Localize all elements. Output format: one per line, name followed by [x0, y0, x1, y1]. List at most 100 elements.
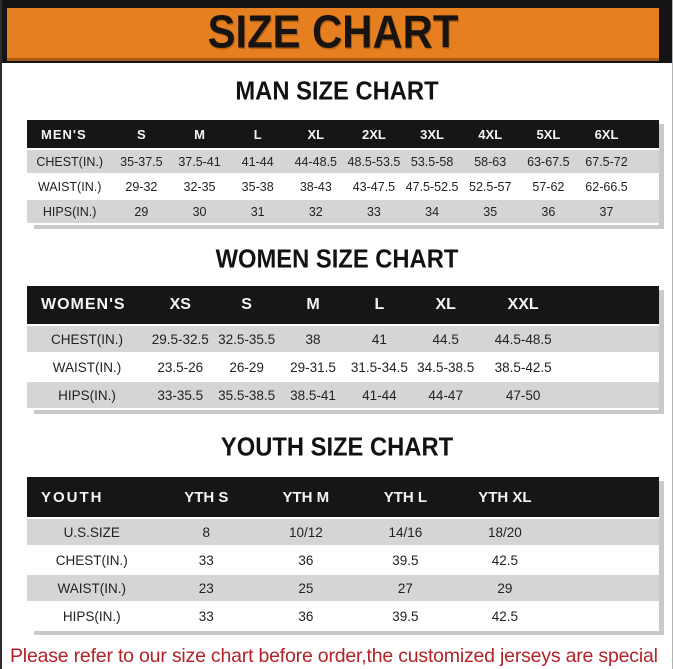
- table-header-label: WOMEN'S: [27, 286, 148, 324]
- row-label: WAIST(IN.): [27, 354, 148, 380]
- column-header: L: [228, 120, 287, 148]
- row-filler-cell: [554, 575, 659, 601]
- column-header: XL: [412, 286, 479, 324]
- footer-note: Please refer to our size chart before or…: [10, 643, 666, 669]
- table-header-row: WOMEN'S XS S M L XL XXL: [27, 286, 659, 324]
- section-women: WOMEN SIZE CHART WOMEN'S XS S M L XL XXL CHEST(…: [2, 244, 672, 410]
- women-size-table: WOMEN'S XS S M L XL XXL CHEST(IN.) 29.5-32.5 32.5…: [27, 284, 659, 410]
- size-value-cell: 43-47.5: [344, 175, 404, 198]
- size-value-cell: 63-67.5: [519, 150, 578, 173]
- row-label: WAIST(IN.): [27, 575, 157, 601]
- size-value-cell: 23.5-26: [147, 354, 214, 380]
- size-value-cell: 32-35: [170, 175, 229, 198]
- men-size-table-shell: MEN'S S M L XL 2XL 3XL 4XL 5XL 6XL CHEST(IN.) 35-37…: [27, 118, 659, 225]
- column-header: S: [213, 286, 280, 324]
- women-size-table-shell: WOMEN'S XS S M L XL XXL CHEST(IN.) 29.5-32.5 32.5…: [27, 284, 659, 410]
- size-value-cell: 36: [256, 603, 356, 629]
- column-header: YTH XL: [455, 477, 555, 517]
- row-label: WAIST(IN.): [27, 175, 113, 198]
- table-row: WAIST(IN.) 23.5-26 26-29 29-31.5 31.5-34.5 34…: [27, 354, 659, 380]
- size-value-cell: 38.5-41: [279, 382, 347, 408]
- size-value-cell: 33: [156, 603, 257, 629]
- column-header: XS: [147, 286, 214, 324]
- table-header-row: MEN'S S M L XL 2XL 3XL 4XL 5XL 6XL: [27, 120, 659, 148]
- column-header: YTH S: [156, 477, 257, 517]
- table-row: WAIST(IN.) 23 25 27 29: [27, 575, 659, 601]
- size-value-cell: 57-62: [519, 175, 578, 198]
- column-header: 4XL: [461, 120, 520, 148]
- table-row: U.S.SIZE 8 10/12 14/16 18/20: [27, 519, 659, 545]
- row-filler-cell: [554, 519, 659, 545]
- size-value-cell: 29: [455, 575, 555, 601]
- banner-title: SIZE CHART: [207, 6, 459, 59]
- column-header: YTH L: [355, 477, 456, 517]
- table-row: HIPS(IN.) 29 30 31 32 33 34 35 36 37: [27, 200, 659, 223]
- size-value-cell: 44-48.5: [286, 150, 345, 173]
- size-value-cell: 41: [346, 326, 413, 352]
- size-value-cell: 29-32: [112, 175, 171, 198]
- row-filler-cell: [635, 175, 659, 198]
- size-value-cell: 62-66.5: [577, 175, 636, 198]
- table-header-label: YOUTH: [27, 477, 157, 517]
- table-header-row: YOUTH YTH S YTH M YTH L YTH XL: [27, 477, 659, 517]
- row-filler-cell: [635, 200, 659, 223]
- size-value-cell: 37: [577, 200, 636, 223]
- table-row: CHEST(IN.) 33 36 39.5 42.5: [27, 547, 659, 573]
- size-value-cell: 42.5: [455, 547, 555, 573]
- size-value-cell: 44.5-48.5: [478, 326, 568, 352]
- column-header: 6XL: [577, 120, 636, 148]
- row-label: HIPS(IN.): [27, 382, 148, 408]
- section-youth: YOUTH SIZE CHART YOUTH YTH S YTH M YTH L YTH…: [2, 432, 672, 631]
- size-value-cell: 58-63: [461, 150, 520, 173]
- row-label: HIPS(IN.): [27, 603, 157, 629]
- table-row: HIPS(IN.) 33-35.5 35.5-38.5 38.5-41 41-44 44-…: [27, 382, 659, 408]
- banner-background: SIZE CHART: [7, 6, 659, 61]
- size-value-cell: 18/20: [455, 519, 555, 545]
- section-men: MAN SIZE CHART MEN'S S M L XL 2XL 3XL 4XL 5XL 6XL…: [2, 76, 672, 225]
- row-label: HIPS(IN.): [27, 200, 113, 223]
- size-value-cell: 26-29: [213, 354, 280, 380]
- row-filler-cell: [567, 326, 659, 352]
- row-label: CHEST(IN.): [27, 547, 157, 573]
- size-value-cell: 38: [279, 326, 347, 352]
- size-value-cell: 41-44: [228, 150, 287, 173]
- column-header: 2XL: [344, 120, 404, 148]
- youth-size-table: YOUTH YTH S YTH M YTH L YTH XL U.S.SIZE 8 10/12…: [27, 475, 659, 631]
- size-value-cell: 42.5: [455, 603, 555, 629]
- size-value-cell: 36: [519, 200, 578, 223]
- size-value-cell: 8: [156, 519, 257, 545]
- size-value-cell: 67.5-72: [577, 150, 636, 173]
- size-value-cell: 35-38: [228, 175, 287, 198]
- size-value-cell: 38.5-42.5: [478, 354, 568, 380]
- size-value-cell: 29.5-32.5: [147, 326, 214, 352]
- size-value-cell: 53.5-58: [403, 150, 462, 173]
- column-header-filler: [554, 477, 659, 517]
- size-value-cell: 35: [461, 200, 520, 223]
- row-label: CHEST(IN.): [27, 326, 148, 352]
- column-header-filler: [635, 120, 659, 148]
- size-value-cell: 10/12: [256, 519, 356, 545]
- section-heading-men: MAN SIZE CHART: [235, 76, 439, 106]
- size-value-cell: 32: [286, 200, 345, 223]
- table-row: WAIST(IN.) 29-32 32-35 35-38 38-43 43-47.5 47.…: [27, 175, 659, 198]
- row-filler-cell: [635, 150, 659, 173]
- footer-note-line1: Please refer to our size chart before or…: [10, 645, 658, 667]
- table-row: CHEST(IN.) 29.5-32.5 32.5-35.5 38 41 44.5 44.5…: [27, 326, 659, 352]
- size-value-cell: 30: [170, 200, 229, 223]
- section-heading-youth: YOUTH SIZE CHART: [220, 432, 454, 462]
- size-value-cell: 32.5-35.5: [213, 326, 280, 352]
- men-size-table: MEN'S S M L XL 2XL 3XL 4XL 5XL 6XL CHEST(IN.) 35-37…: [27, 118, 659, 225]
- size-value-cell: 25: [256, 575, 356, 601]
- size-value-cell: 35.5-38.5: [213, 382, 280, 408]
- column-header: 3XL: [403, 120, 462, 148]
- size-value-cell: 23: [156, 575, 257, 601]
- size-value-cell: 14/16: [355, 519, 456, 545]
- size-value-cell: 33: [344, 200, 404, 223]
- size-value-cell: 31: [228, 200, 287, 223]
- size-value-cell: 33-35.5: [147, 382, 214, 408]
- size-value-cell: 44-47: [412, 382, 479, 408]
- table-row: HIPS(IN.) 33 36 39.5 42.5: [27, 603, 659, 629]
- column-header: XXL: [478, 286, 568, 324]
- banner: SIZE CHART: [2, 0, 672, 63]
